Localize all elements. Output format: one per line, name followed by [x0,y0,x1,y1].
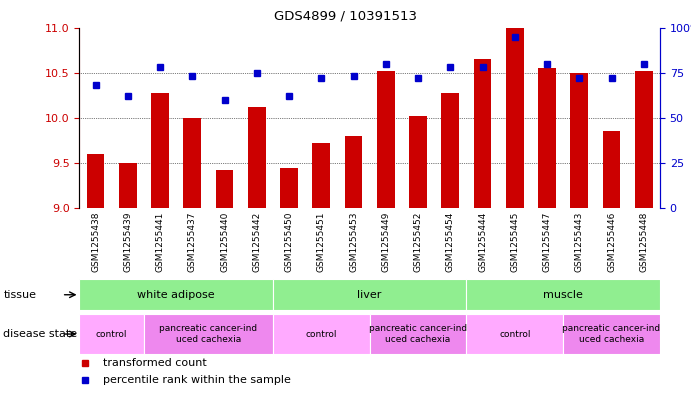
Text: pancreatic cancer-ind
uced cachexia: pancreatic cancer-ind uced cachexia [369,324,467,344]
Text: GSM1255446: GSM1255446 [607,212,616,272]
Text: GSM1255454: GSM1255454 [446,212,455,272]
Bar [635,71,652,208]
Text: GSM1255438: GSM1255438 [91,212,100,272]
Bar [370,314,466,354]
Bar [570,73,588,208]
Text: GSM1255447: GSM1255447 [542,212,551,272]
Bar [183,118,201,208]
Text: liver: liver [357,290,382,300]
Bar [79,314,144,354]
Text: disease state: disease state [3,329,77,339]
Bar [506,28,524,208]
Text: GSM1255443: GSM1255443 [575,212,584,272]
Bar [345,136,362,208]
Bar [273,279,466,310]
Bar [248,107,265,208]
Text: GSM1255437: GSM1255437 [188,212,197,272]
Text: GSM1255441: GSM1255441 [155,212,164,272]
Bar [473,59,491,208]
Bar [151,93,169,208]
Text: white adipose: white adipose [138,290,215,300]
Text: GSM1255449: GSM1255449 [381,212,390,272]
Bar [86,154,104,208]
Text: GSM1255451: GSM1255451 [316,212,326,272]
Bar [216,170,234,208]
Text: GSM1255448: GSM1255448 [639,212,648,272]
Bar [79,279,273,310]
Bar [144,314,273,354]
Text: tissue: tissue [3,290,37,300]
Text: percentile rank within the sample: percentile rank within the sample [103,375,290,385]
Bar [273,314,370,354]
Text: GSM1255453: GSM1255453 [349,212,358,272]
Bar [377,71,395,208]
Text: control: control [499,330,531,338]
Text: muscle: muscle [543,290,583,300]
Bar [119,163,137,208]
Text: control: control [96,330,127,338]
Bar [563,314,660,354]
Text: GSM1255452: GSM1255452 [413,212,423,272]
Bar [466,279,660,310]
Bar [442,93,459,208]
Text: transformed count: transformed count [103,358,207,367]
Bar [312,143,330,208]
Bar [538,68,556,208]
Text: pancreatic cancer-ind
uced cachexia: pancreatic cancer-ind uced cachexia [160,324,258,344]
Bar [603,131,621,208]
Text: GSM1255450: GSM1255450 [285,212,294,272]
Text: pancreatic cancer-ind
uced cachexia: pancreatic cancer-ind uced cachexia [562,324,661,344]
Text: GSM1255442: GSM1255442 [252,212,261,272]
Text: control: control [305,330,337,338]
Text: GSM1255440: GSM1255440 [220,212,229,272]
Text: GDS4899 / 10391513: GDS4899 / 10391513 [274,10,417,23]
Bar [280,167,298,208]
Text: GSM1255444: GSM1255444 [478,212,487,272]
Bar [409,116,427,208]
Text: GSM1255445: GSM1255445 [510,212,520,272]
Bar [466,314,563,354]
Text: GSM1255439: GSM1255439 [123,212,133,272]
